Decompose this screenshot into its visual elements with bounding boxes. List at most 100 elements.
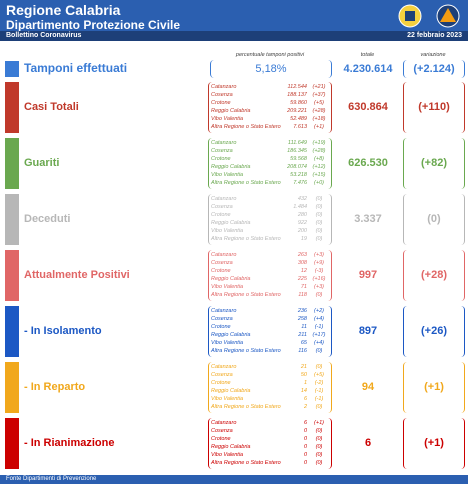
province-name: Altra Regione o Stato Estero bbox=[211, 292, 281, 298]
province-change: (0) bbox=[315, 452, 323, 458]
province-change: (0) bbox=[315, 292, 323, 298]
date: 22 febbraio 2023 bbox=[407, 32, 462, 39]
province-name: Crotone bbox=[211, 380, 231, 386]
province-name: Catanzaro bbox=[211, 196, 237, 202]
province-change: (+15) bbox=[312, 172, 326, 178]
province-value: 116 bbox=[298, 348, 307, 354]
province-change: (-2) bbox=[314, 380, 324, 386]
province-value: 0 bbox=[303, 436, 307, 442]
title: Regione Calabria bbox=[6, 2, 121, 18]
province-change: (+9) bbox=[314, 260, 324, 266]
province-value: 112.544 bbox=[287, 84, 307, 90]
province-name: Catanzaro bbox=[211, 140, 237, 146]
province-name: Catanzaro bbox=[211, 420, 237, 426]
province-box bbox=[208, 194, 332, 245]
province-value: 0 bbox=[303, 452, 307, 458]
province-value: 211 bbox=[298, 332, 307, 338]
column-header: totale bbox=[360, 52, 375, 58]
province-change: (+18) bbox=[312, 116, 326, 122]
change: (0) bbox=[403, 194, 465, 245]
province-name: Catanzaro bbox=[211, 364, 237, 370]
province-name: Altra Regione o Stato Estero bbox=[211, 348, 281, 354]
province-change: (+5) bbox=[314, 372, 324, 378]
province-value: 118 bbox=[298, 292, 307, 298]
province-value: 59.568 bbox=[290, 156, 307, 162]
province-change: (0) bbox=[315, 228, 323, 234]
province-change: (0) bbox=[315, 444, 323, 450]
province-change: (-3) bbox=[314, 268, 324, 274]
total: 3.337 bbox=[354, 212, 382, 225]
bulletin-label: Bollettino Coronavirus bbox=[6, 32, 82, 39]
province-value: 1 bbox=[303, 380, 307, 386]
province-name: Altra Regione o Stato Estero bbox=[211, 404, 281, 410]
change: (+26) bbox=[403, 306, 465, 357]
header-strip bbox=[0, 31, 468, 41]
logos bbox=[398, 4, 460, 28]
province-name: Vibo Valentia bbox=[211, 172, 244, 178]
province-value: 53.218 bbox=[290, 172, 307, 178]
province-value: 111.649 bbox=[287, 140, 307, 146]
province-value: 922 bbox=[297, 220, 307, 226]
province-change: (+28) bbox=[312, 148, 326, 154]
province-value: 186.345 bbox=[287, 148, 307, 154]
province-change: (+8) bbox=[314, 156, 324, 162]
province-change: (0) bbox=[315, 348, 323, 354]
province-name: Vibo Valentia bbox=[211, 228, 244, 234]
province-change: (-1) bbox=[314, 324, 324, 330]
province-change: (-1) bbox=[314, 388, 324, 394]
total: 897 bbox=[358, 324, 378, 337]
province-change: (0) bbox=[315, 404, 323, 410]
province-value: 19 bbox=[300, 236, 307, 242]
province-change: (+3) bbox=[314, 284, 324, 290]
section-label: Attualmente Positivi bbox=[24, 268, 130, 281]
province-value: 208.074 bbox=[287, 164, 307, 170]
province-change: (0) bbox=[315, 428, 323, 434]
province-value: 11 bbox=[301, 324, 307, 330]
footer: Fonte Dipartimenti di Prevenzione bbox=[6, 476, 97, 482]
section-label: Casi Totali bbox=[24, 100, 79, 113]
province-value: 236 bbox=[297, 308, 307, 314]
color-bar bbox=[5, 362, 19, 413]
province-box bbox=[208, 138, 332, 189]
province-value: 7.613 bbox=[293, 124, 307, 130]
province-name: Vibo Valentia bbox=[211, 452, 244, 458]
province-name: Crotone bbox=[211, 100, 231, 106]
change: (+110) bbox=[403, 82, 465, 133]
province-change: (0) bbox=[315, 364, 323, 370]
province-change: (-1) bbox=[314, 396, 324, 402]
province-value: 12 bbox=[300, 268, 307, 274]
logo-triangle bbox=[440, 8, 456, 22]
section-label: - In Isolamento bbox=[24, 324, 102, 337]
province-name: Altra Regione o Stato Estero bbox=[211, 460, 281, 466]
province-value: 7.476 bbox=[293, 180, 307, 186]
province-name: Reggio Calabria bbox=[211, 388, 251, 394]
total: 626.530 bbox=[348, 156, 388, 169]
column-header: variazione bbox=[420, 52, 446, 58]
change: (+1) bbox=[403, 362, 465, 413]
province-box bbox=[208, 82, 332, 133]
total: 6 bbox=[364, 436, 372, 449]
province-name: Catanzaro bbox=[211, 84, 237, 90]
province-change: (+21) bbox=[312, 84, 326, 90]
province-change: (+0) bbox=[314, 180, 324, 186]
province-name: Crotone bbox=[211, 268, 231, 274]
province-value: 1.484 bbox=[293, 204, 307, 210]
color-bar bbox=[5, 138, 19, 189]
province-value: 188.137 bbox=[287, 92, 307, 98]
province-name: Altra Regione o Stato Estero bbox=[211, 124, 281, 130]
province-value: 52.489 bbox=[290, 116, 307, 122]
province-name: Altra Regione o Stato Estero bbox=[211, 180, 281, 186]
row-label: Tamponi effettuati bbox=[24, 61, 128, 75]
province-box bbox=[208, 362, 332, 413]
province-name: Reggio Calabria bbox=[211, 444, 251, 450]
province-name: Vibo Valentia bbox=[211, 396, 244, 402]
section-label: - In Rianimazione bbox=[24, 436, 115, 449]
province-name: Cosenza bbox=[211, 260, 233, 266]
province-value: 59.860 bbox=[290, 100, 307, 106]
subtitle: Dipartimento Protezione Civile bbox=[6, 18, 181, 32]
province-change: (+1) bbox=[314, 420, 324, 426]
change: (+28) bbox=[403, 250, 465, 301]
province-change: (+28) bbox=[312, 108, 326, 114]
province-change: (0) bbox=[315, 236, 323, 242]
footer-bar bbox=[0, 475, 468, 484]
